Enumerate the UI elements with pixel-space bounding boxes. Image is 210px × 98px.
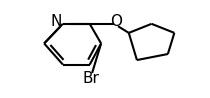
Text: N: N: [51, 14, 62, 29]
Text: Br: Br: [82, 71, 99, 86]
Text: O: O: [110, 14, 122, 29]
